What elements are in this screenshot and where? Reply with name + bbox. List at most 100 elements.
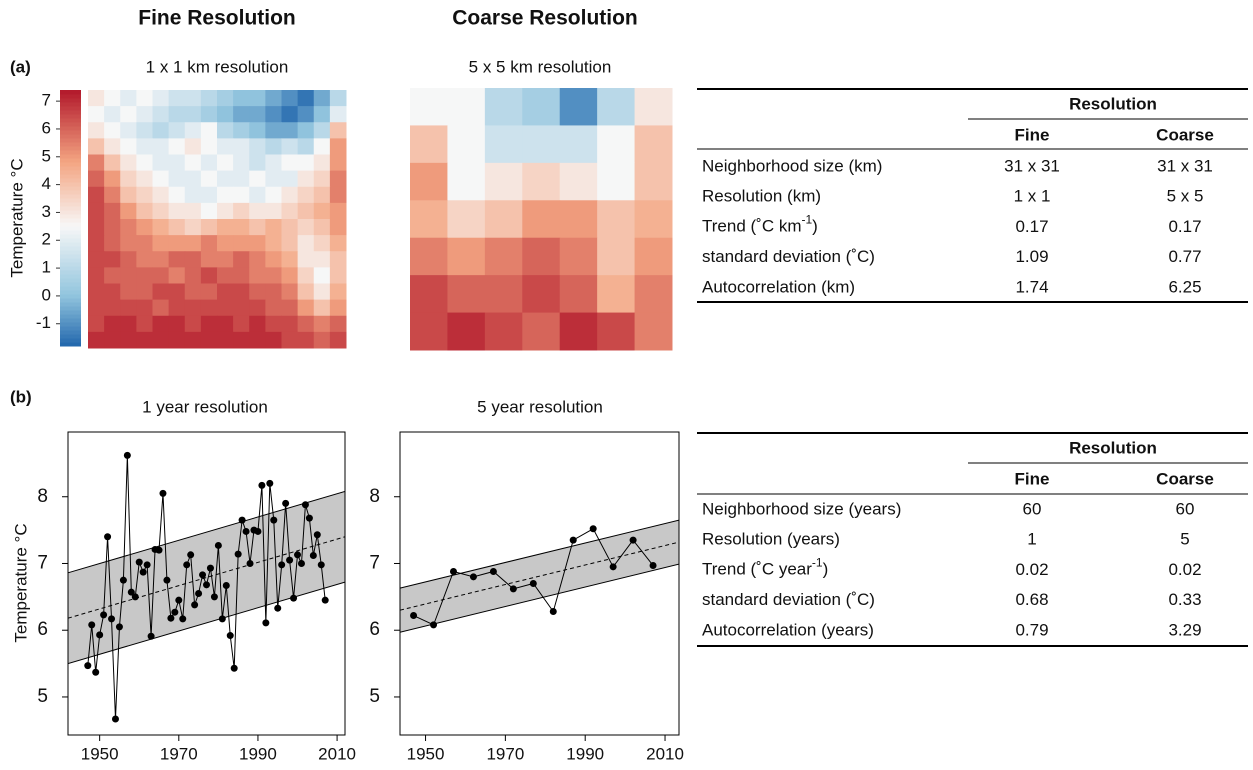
heat-cell bbox=[200, 315, 218, 333]
colorbar-swatch bbox=[60, 178, 81, 183]
heat-cell bbox=[120, 331, 137, 349]
table-cell: 0.02 bbox=[1168, 560, 1201, 579]
heat-cell bbox=[184, 315, 202, 333]
colorbar-swatch bbox=[60, 122, 81, 127]
colorbar-swatch bbox=[60, 306, 81, 311]
heat-cell bbox=[249, 315, 266, 333]
colorbar-swatch bbox=[60, 258, 81, 263]
data-point bbox=[226, 632, 234, 640]
heat-cell bbox=[152, 170, 170, 188]
chart-title: 1 year resolution bbox=[142, 397, 268, 416]
table-cell: 0.33 bbox=[1168, 590, 1201, 609]
heat-cell bbox=[136, 251, 153, 268]
heat-cell bbox=[522, 162, 561, 201]
heat-cell bbox=[217, 235, 234, 252]
heat-cell bbox=[233, 122, 250, 139]
table-cell: 5 x 5 bbox=[1167, 187, 1204, 206]
heat-cell bbox=[217, 106, 234, 123]
heat-cell bbox=[104, 138, 121, 155]
heat-cell bbox=[136, 138, 153, 155]
heat-cell bbox=[184, 186, 202, 204]
heat-cell bbox=[233, 251, 250, 268]
data-point bbox=[297, 559, 305, 567]
heat-cell bbox=[329, 267, 347, 284]
data-point bbox=[258, 481, 266, 489]
data-point bbox=[96, 631, 104, 639]
colorbar-swatch bbox=[60, 134, 81, 139]
heat-cell bbox=[136, 154, 153, 172]
x-tick-label: 1950 bbox=[81, 744, 119, 763]
colorbar-swatch bbox=[60, 214, 81, 219]
colorbar-tick-label: 2 bbox=[42, 230, 51, 249]
data-point bbox=[313, 531, 321, 539]
heat-cell bbox=[634, 275, 673, 314]
heat-cell bbox=[217, 122, 234, 139]
x-tick-label: 1990 bbox=[566, 744, 604, 763]
heat-cell bbox=[329, 331, 347, 349]
heat-cell bbox=[313, 315, 331, 333]
heat-cell bbox=[281, 186, 299, 204]
heat-cell bbox=[104, 235, 121, 252]
heat-cell bbox=[484, 237, 523, 276]
colorbar-swatch bbox=[60, 338, 81, 343]
colorbar-swatch bbox=[60, 266, 81, 271]
heat-cell bbox=[168, 251, 186, 268]
heat-cell bbox=[313, 186, 331, 204]
heat-cell bbox=[168, 299, 186, 317]
heat-cell bbox=[597, 275, 636, 314]
table-cell: 0.77 bbox=[1168, 247, 1201, 266]
row-label: Resolution (km) bbox=[702, 187, 821, 206]
heat-cell bbox=[597, 312, 636, 351]
heat-cell bbox=[184, 202, 202, 220]
heat-cell bbox=[120, 251, 137, 268]
data-point bbox=[286, 556, 294, 564]
heat-cell bbox=[281, 154, 299, 172]
panel-label: (a) bbox=[10, 57, 31, 76]
data-point bbox=[218, 615, 226, 623]
trend-line bbox=[67, 536, 346, 619]
heat-cell bbox=[120, 154, 137, 172]
heat-cell bbox=[120, 219, 137, 236]
x-tick-label: 1950 bbox=[407, 744, 445, 763]
heat-cell bbox=[184, 122, 202, 139]
heat-cell bbox=[104, 186, 121, 204]
row-label: standard deviation (˚C) bbox=[702, 590, 875, 609]
heat-cell bbox=[447, 162, 486, 201]
data-point bbox=[238, 516, 246, 524]
heat-cell bbox=[200, 202, 218, 220]
heat-cell bbox=[168, 315, 186, 333]
heat-cell bbox=[120, 138, 137, 155]
heat-cell bbox=[281, 251, 299, 268]
table-cell: 31 x 31 bbox=[1004, 156, 1060, 175]
colorbar-swatch bbox=[60, 246, 81, 251]
data-point bbox=[131, 593, 139, 601]
y-tick-label: 5 bbox=[369, 686, 380, 707]
y-tick-label: 8 bbox=[37, 486, 48, 507]
heat-cell bbox=[281, 90, 299, 107]
row-label: Autocorrelation (years) bbox=[702, 620, 874, 639]
heat-cell bbox=[168, 219, 186, 236]
colorbar-swatch bbox=[60, 282, 81, 287]
colorbar-swatch bbox=[60, 254, 81, 259]
heat-cell bbox=[104, 202, 121, 220]
column-header: Coarse bbox=[1156, 469, 1214, 488]
heat-cell bbox=[297, 283, 315, 301]
heat-cell bbox=[329, 251, 347, 268]
data-point bbox=[569, 536, 577, 544]
heat-cell bbox=[249, 90, 266, 107]
heat-cell bbox=[184, 251, 202, 268]
heat-cell bbox=[217, 315, 234, 333]
heat-cell bbox=[265, 299, 282, 317]
heat-cell bbox=[281, 122, 299, 139]
data-point bbox=[321, 596, 329, 604]
panel-label: (b) bbox=[10, 387, 32, 406]
heat-cell bbox=[249, 219, 266, 236]
heat-cell bbox=[104, 299, 121, 317]
colorbar-swatch bbox=[60, 90, 81, 95]
heat-cell bbox=[265, 186, 282, 204]
heat-cell bbox=[217, 267, 234, 284]
heat-cell bbox=[88, 106, 105, 123]
colorbar-tick-label: 1 bbox=[42, 258, 51, 277]
data-point bbox=[305, 514, 313, 522]
